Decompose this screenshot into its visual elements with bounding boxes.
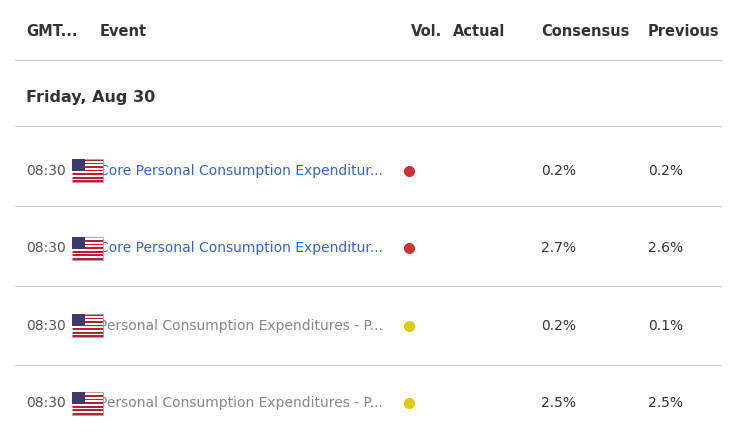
Text: Vol.: Vol. [411, 23, 442, 39]
FancyBboxPatch shape [72, 330, 103, 332]
FancyBboxPatch shape [72, 392, 103, 415]
Text: 08:30: 08:30 [26, 396, 66, 410]
FancyBboxPatch shape [72, 404, 103, 406]
Text: 0.2%: 0.2% [648, 163, 683, 178]
Text: Friday, Aug 30: Friday, Aug 30 [26, 90, 155, 105]
FancyBboxPatch shape [72, 245, 103, 247]
FancyBboxPatch shape [72, 323, 103, 325]
Text: 0.2%: 0.2% [541, 163, 576, 178]
Text: 2.6%: 2.6% [648, 241, 683, 255]
FancyBboxPatch shape [72, 397, 103, 399]
FancyBboxPatch shape [72, 326, 103, 328]
FancyBboxPatch shape [72, 237, 84, 249]
Text: Personal Consumption Expenditures - P...: Personal Consumption Expenditures - P... [99, 319, 384, 333]
Text: 08:30: 08:30 [26, 319, 66, 333]
FancyBboxPatch shape [72, 253, 103, 254]
FancyBboxPatch shape [72, 175, 103, 177]
Text: 2.7%: 2.7% [541, 241, 576, 255]
FancyBboxPatch shape [72, 411, 103, 413]
FancyBboxPatch shape [72, 393, 103, 395]
Text: 2.5%: 2.5% [541, 396, 576, 410]
Text: Core Personal Consumption Expenditur...: Core Personal Consumption Expenditur... [99, 163, 384, 178]
Text: Personal Consumption Expenditures - P...: Personal Consumption Expenditures - P... [99, 396, 384, 410]
FancyBboxPatch shape [72, 314, 103, 337]
Text: Consensus: Consensus [541, 23, 630, 39]
Text: 08:30: 08:30 [26, 241, 66, 255]
FancyBboxPatch shape [72, 179, 103, 180]
Text: 2.5%: 2.5% [648, 396, 683, 410]
FancyBboxPatch shape [72, 314, 84, 326]
FancyBboxPatch shape [72, 334, 103, 335]
FancyBboxPatch shape [72, 242, 103, 244]
Text: 0.1%: 0.1% [648, 319, 683, 333]
FancyBboxPatch shape [72, 392, 84, 404]
FancyBboxPatch shape [72, 408, 103, 409]
Text: GMT...: GMT... [26, 23, 78, 39]
FancyBboxPatch shape [72, 168, 103, 170]
Text: Core Personal Consumption Expenditur...: Core Personal Consumption Expenditur... [99, 241, 384, 255]
Text: Event: Event [99, 23, 146, 39]
FancyBboxPatch shape [72, 159, 84, 171]
FancyBboxPatch shape [72, 164, 103, 166]
Text: Actual: Actual [453, 23, 505, 39]
FancyBboxPatch shape [72, 316, 103, 318]
FancyBboxPatch shape [72, 238, 103, 240]
FancyBboxPatch shape [72, 319, 103, 321]
Text: 0.2%: 0.2% [541, 319, 576, 333]
FancyBboxPatch shape [72, 400, 103, 402]
Text: Previous: Previous [648, 23, 719, 39]
FancyBboxPatch shape [72, 161, 103, 163]
FancyBboxPatch shape [72, 249, 103, 251]
Text: 08:30: 08:30 [26, 163, 66, 178]
FancyBboxPatch shape [72, 159, 103, 182]
FancyBboxPatch shape [72, 256, 103, 258]
FancyBboxPatch shape [72, 237, 103, 260]
FancyBboxPatch shape [72, 171, 103, 173]
